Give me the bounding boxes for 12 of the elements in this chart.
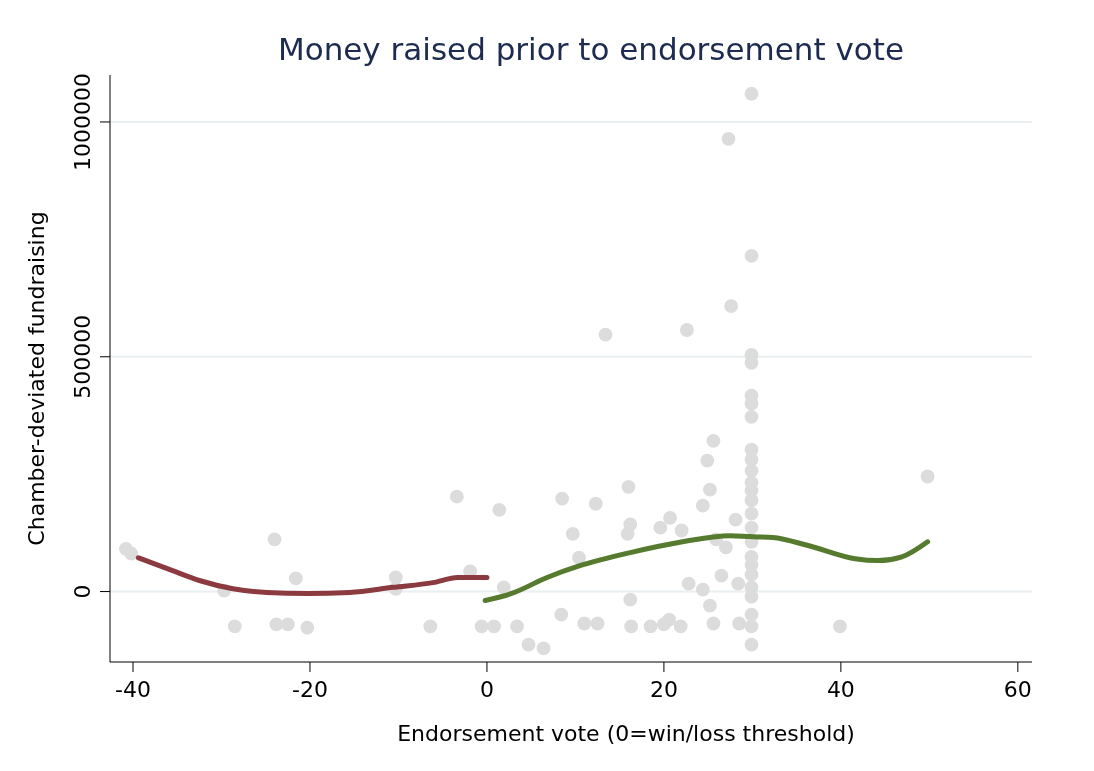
y-tick-label: 1000000 <box>70 72 95 171</box>
x-axis-title: Endorsement vote (0=win/loss threshold) <box>397 721 855 746</box>
y-axis-title: Chamber-deviated fundraising <box>24 211 49 546</box>
x-tick-label: 0 <box>479 677 494 702</box>
x-tick-label: 60 <box>1003 677 1032 702</box>
x-tick-label: -20 <box>292 677 328 702</box>
x-tick-label: 40 <box>826 677 855 702</box>
x-tick-label: 20 <box>649 677 678 702</box>
y-tick-label: 0 <box>70 584 95 599</box>
chart-title: Money raised prior to endorsement vote <box>277 31 905 67</box>
y-tick-label: 500000 <box>70 314 95 399</box>
x-tick-label: -40 <box>115 677 151 702</box>
